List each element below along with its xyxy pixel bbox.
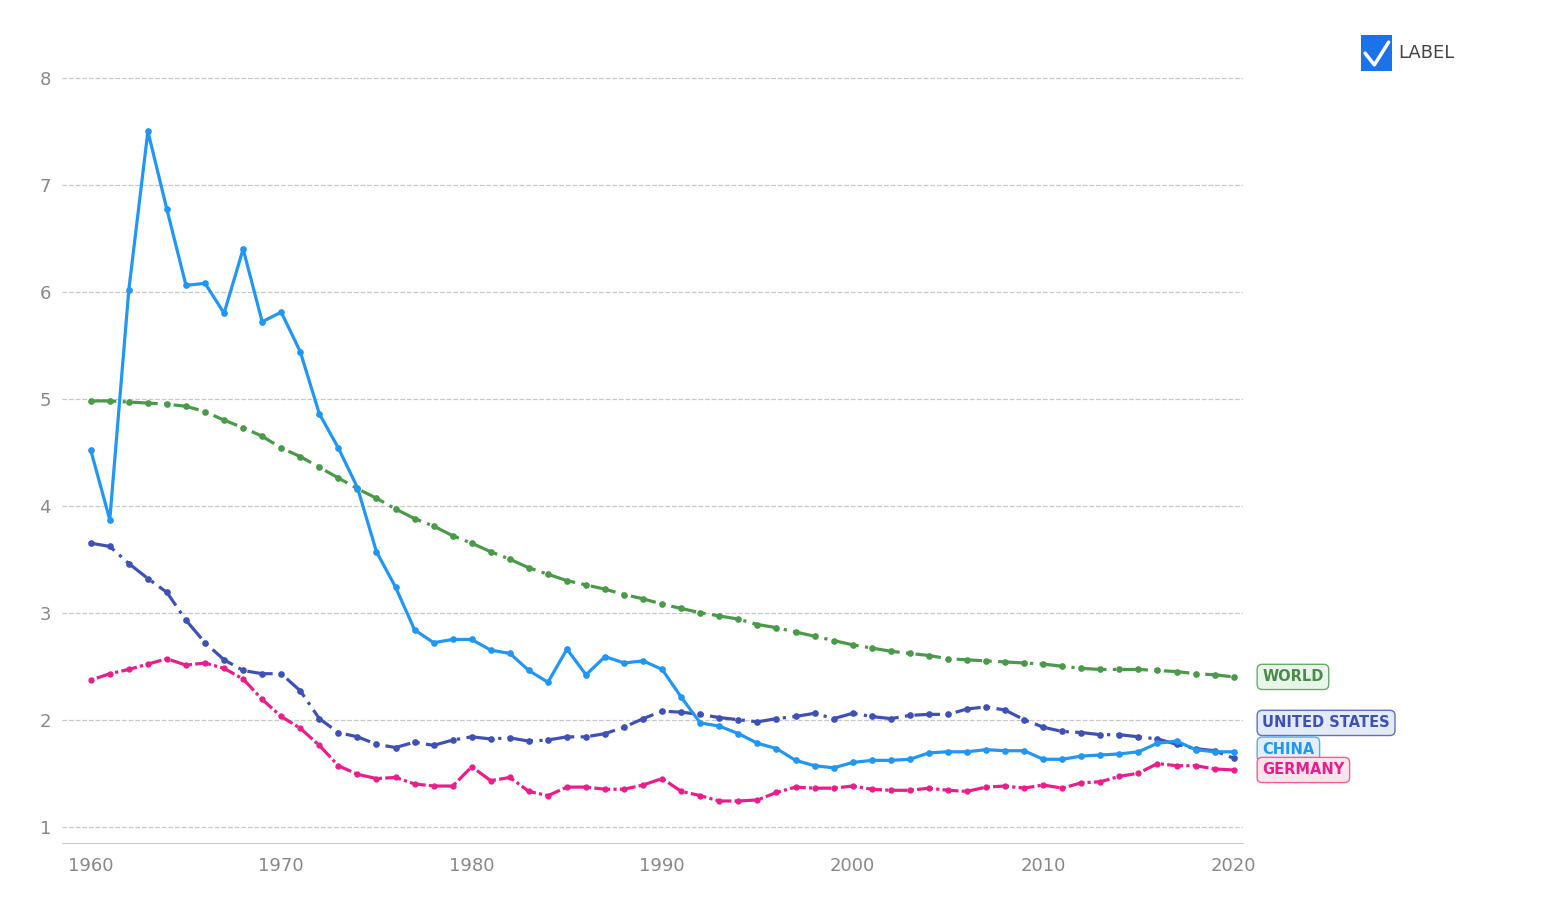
Text: LABEL: LABEL — [1399, 44, 1455, 62]
Text: CHINA: CHINA — [1262, 742, 1315, 758]
Text: GERMANY: GERMANY — [1262, 762, 1344, 778]
Text: WORLD: WORLD — [1262, 670, 1324, 684]
Text: UNITED STATES: UNITED STATES — [1262, 715, 1389, 730]
